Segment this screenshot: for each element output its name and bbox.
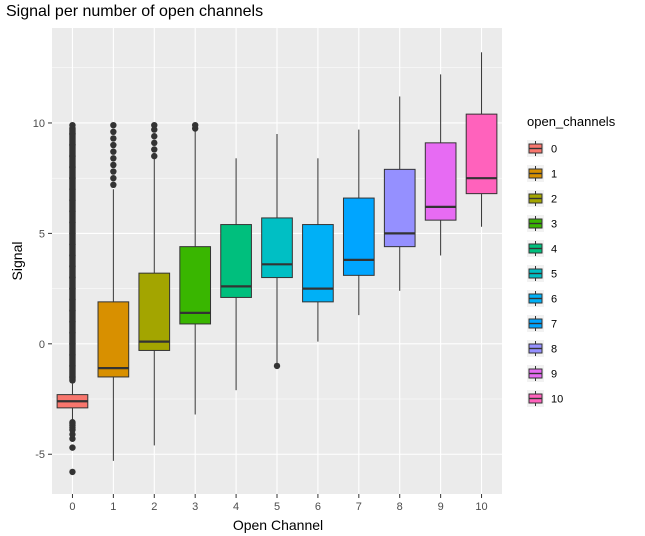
legend: open_channels 0 1 2 3 4 5 6 7 8 9 10: [527, 114, 616, 407]
x-axis-title: Open Channel: [233, 517, 323, 533]
outlier-point: [151, 126, 158, 133]
y-tick-label: 0: [39, 339, 45, 351]
outlier-point: [110, 128, 117, 136]
outlier-point: [151, 152, 158, 160]
outlier-point: [69, 444, 76, 451]
box-6: [302, 224, 334, 303]
legend-label: 7: [551, 319, 557, 331]
box-10: [465, 113, 498, 195]
legend-label: 0: [551, 144, 557, 156]
x-tick-label: 5: [274, 501, 280, 513]
box-9: [424, 142, 457, 221]
legend-item-9: 9: [527, 365, 557, 382]
x-tick-label: 3: [192, 501, 198, 513]
outlier-point: [69, 419, 76, 426]
legend-label: 5: [551, 269, 557, 281]
x-tick-label: 8: [397, 501, 403, 513]
legend-item-6: 6: [527, 290, 557, 307]
legend-label: 6: [551, 294, 557, 306]
x-tick-label: 7: [356, 501, 362, 513]
outlier-point: [110, 168, 117, 175]
outlier-band: [69, 125, 76, 384]
outlier-point: [151, 146, 158, 153]
legend-label: 8: [551, 344, 557, 356]
box-4: [220, 224, 252, 298]
outlier-point: [69, 435, 76, 442]
y-axis: -5 0 5 10: [33, 118, 52, 461]
x-tick-label: 2: [151, 501, 157, 513]
legend-label: 10: [551, 394, 563, 406]
outlier-point: [110, 121, 117, 129]
x-tick-label: 0: [69, 501, 75, 513]
legend-item-0: 0: [527, 140, 557, 157]
box-8: [383, 168, 416, 248]
box-7: [342, 197, 375, 276]
legend-label: 1: [551, 169, 557, 181]
legend-label: 3: [551, 219, 557, 231]
legend-item-5: 5: [527, 265, 557, 282]
x-tick-label: 9: [438, 501, 444, 513]
outlier-point: [151, 121, 158, 129]
legend-item-4: 4: [527, 240, 557, 257]
outlier-point: [110, 155, 117, 162]
box-1: [97, 301, 130, 378]
x-axis: 0 1 2 3 4 5 6 7 8 9 10: [69, 494, 488, 513]
outlier-point: [273, 362, 281, 370]
legend-item-1: 1: [527, 165, 557, 182]
outlier-point: [110, 181, 117, 189]
legend-item-8: 8: [527, 340, 557, 357]
outlier-point: [110, 141, 117, 149]
legend-title: open_channels: [527, 114, 616, 129]
legend-item-7: 7: [527, 315, 557, 332]
x-tick-label: 10: [475, 501, 487, 513]
outlier-point: [110, 135, 117, 142]
x-tick-label: 4: [233, 501, 239, 513]
x-tick-label: 1: [110, 501, 116, 513]
legend-item-3: 3: [527, 215, 557, 232]
legend-item-10: 10: [527, 390, 563, 407]
outlier-point: [110, 174, 117, 182]
legend-label: 4: [551, 244, 557, 256]
x-tick-label: 6: [315, 501, 321, 513]
y-axis-title: Signal: [9, 242, 25, 281]
outlier-point: [151, 139, 158, 147]
outlier-point: [191, 121, 199, 129]
y-tick-label: 5: [39, 228, 45, 240]
chart-title: Signal per number of open channels: [6, 3, 263, 20]
outlier-point: [110, 148, 117, 155]
legend-label: 2: [551, 194, 557, 206]
box-layer: [56, 52, 498, 476]
y-tick-label: 10: [33, 118, 45, 130]
outlier-point: [151, 133, 158, 140]
outlier-point: [69, 431, 76, 438]
outlier-point: [69, 468, 76, 476]
outlier-point: [110, 161, 117, 169]
box-2: [138, 272, 171, 351]
box-5: [261, 217, 293, 279]
legend-item-2: 2: [527, 190, 557, 207]
y-tick-label: -5: [35, 449, 45, 461]
box-3: [179, 246, 212, 325]
legend-label: 9: [551, 369, 557, 381]
